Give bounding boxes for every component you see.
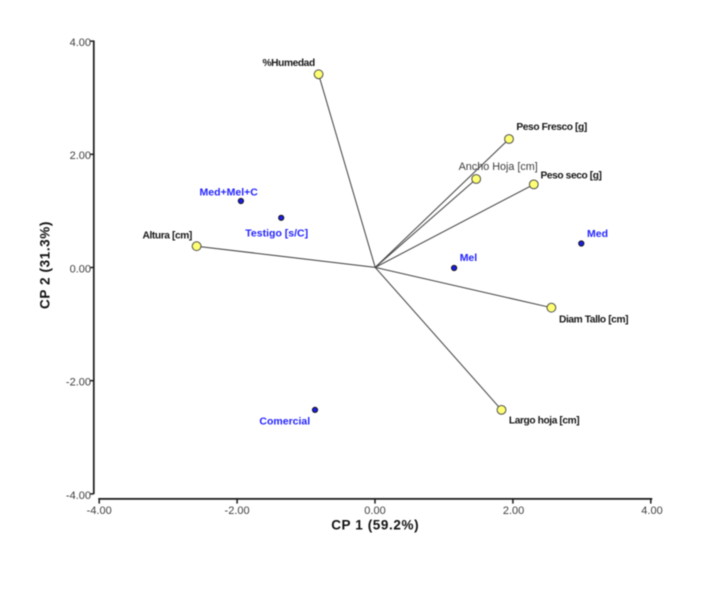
svg-text:-2.00: -2.00 — [66, 377, 91, 389]
svg-text:-4.00: -4.00 — [87, 505, 112, 517]
svg-text:4.00: 4.00 — [70, 37, 91, 49]
svg-text:Peso Fresco [g]: Peso Fresco [g] — [516, 122, 586, 133]
svg-text:Testigo [s/C]: Testigo [s/C] — [245, 227, 308, 239]
svg-text:Med+Mel+C: Med+Mel+C — [200, 187, 259, 199]
svg-text:2.00: 2.00 — [70, 150, 91, 162]
svg-text:Peso seco [g]: Peso seco [g] — [541, 171, 602, 182]
svg-text:-2.00: -2.00 — [225, 505, 250, 517]
svg-text:4.00: 4.00 — [641, 505, 662, 517]
svg-text:0.00: 0.00 — [364, 505, 385, 517]
svg-text:Altura [cm]: Altura [cm] — [143, 231, 192, 242]
svg-text:-4.00: -4.00 — [66, 490, 91, 502]
svg-text:0.00: 0.00 — [70, 263, 91, 275]
svg-text:Mel: Mel — [460, 252, 478, 264]
svg-text:%Humedad: %Humedad — [263, 58, 315, 69]
svg-text:Ancho Hoja [cm]: Ancho Hoja [cm] — [459, 161, 538, 173]
svg-text:2.00: 2.00 — [503, 505, 524, 517]
svg-text:Med: Med — [587, 228, 608, 240]
svg-text:Comercial: Comercial — [259, 415, 310, 427]
svg-text:CP 1 (59.2%): CP 1 (59.2%) — [331, 518, 419, 533]
svg-text:CP 2 (31.3%): CP 2 (31.3%) — [38, 221, 53, 309]
svg-text:Diam Tallo [cm]: Diam Tallo [cm] — [559, 315, 628, 326]
svg-text:Largo hoja [cm]: Largo hoja [cm] — [509, 415, 579, 426]
